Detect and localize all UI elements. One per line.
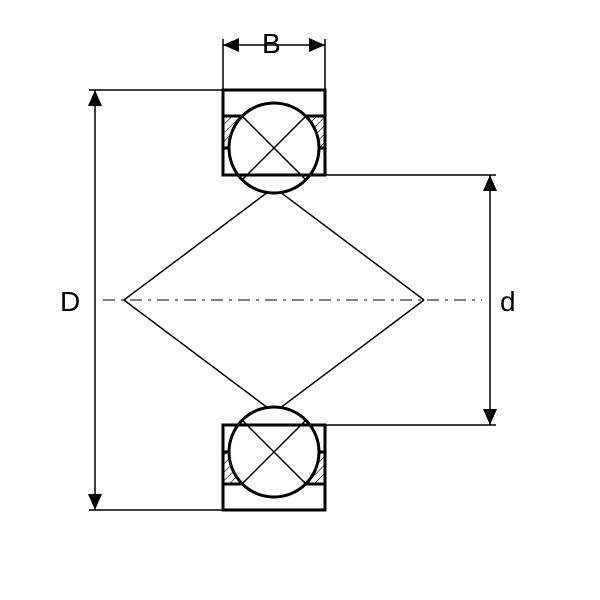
label-outer-diameter: D [60,286,80,318]
label-width: B [262,28,281,60]
label-bore-diameter: d [500,286,516,318]
